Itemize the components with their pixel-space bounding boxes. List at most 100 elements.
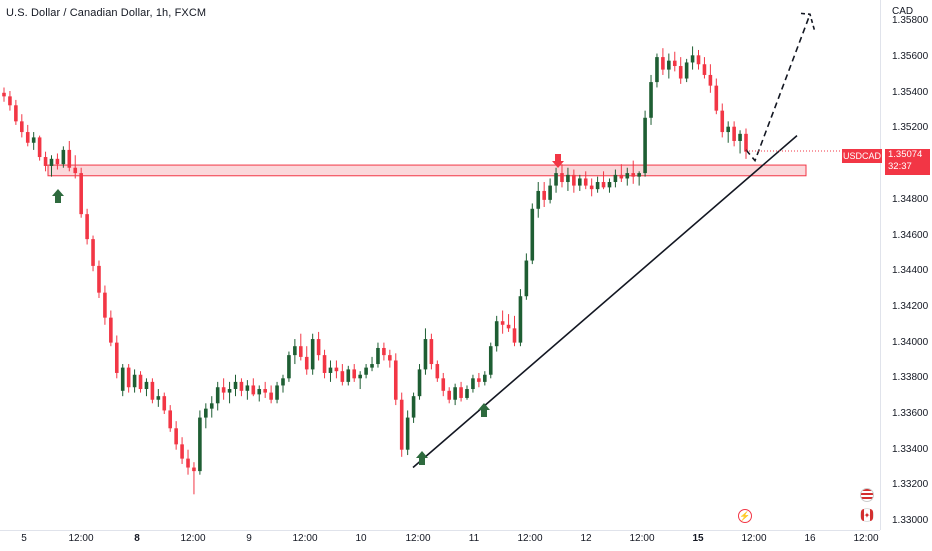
candle-body [370,364,374,368]
candle-body [619,174,624,179]
down-arrow-icon [552,154,564,168]
candle-body [43,157,48,166]
candle-body [494,321,499,347]
candle-body [14,105,18,122]
trendline [412,135,798,469]
price-tick-label: 1.33800 [892,372,929,384]
candle-body [589,185,594,190]
price-tick-label: 1.33000 [892,515,929,527]
price-tick-label: 1.34600 [892,229,929,241]
candle-body [8,96,12,106]
candle-body [275,385,279,400]
price-tick-label: 1.34000 [892,336,929,348]
price-tick-label: 1.35800 [892,15,929,27]
price-tick-label: 1.34800 [892,193,929,205]
candle-body [103,292,107,318]
candle-body [138,374,143,390]
time-tick-label: 5 [21,533,27,544]
time-tick-label: 9 [246,533,252,544]
candle-body [708,74,713,86]
candle-body [595,182,600,190]
last-price-value: 1.35074 [888,149,923,160]
candle-body [61,149,66,165]
candle-body [631,173,636,177]
time-tick-label: 12:00 [180,533,206,544]
candle-body [423,339,428,370]
price-tick-label: 1.35400 [892,86,929,98]
resistance-zone [47,164,807,177]
currency-label: CAD [892,6,914,17]
candle-body [150,381,155,400]
price-axis[interactable] [880,0,932,530]
candle-body [209,403,214,409]
candle-body [477,378,481,382]
candle-body [204,408,208,418]
candle-body [530,208,535,261]
candle-body [358,374,362,379]
candle-body [2,92,6,97]
candle-body [459,387,463,398]
time-tick-label: 12:00 [292,533,318,544]
candle-body [684,62,689,79]
candle-body [560,173,564,183]
candle-body [690,55,695,63]
candle-body [67,149,72,168]
candle-body [577,178,582,186]
candle-body [566,174,570,183]
price-tick-label: 1.35600 [892,51,929,63]
time-axis[interactable] [0,530,880,551]
chart-title: U.S. Dollar / Canadian Dollar, 1h, FXCM [6,7,207,19]
candle-body [49,158,54,166]
chart-area[interactable] [0,0,880,530]
us-flag-icon[interactable] [860,488,874,502]
bar-countdown: 32:37 [888,161,912,172]
time-tick-label: 15 [692,533,704,544]
candle-body [411,396,416,418]
lightning-icon[interactable]: ⚡ [738,509,752,523]
price-tick-label: 1.33200 [892,479,929,491]
candle-body [518,296,523,343]
candle-body [405,417,410,450]
candle-body [601,182,606,188]
candle-body [85,214,89,240]
canada-flag-icon[interactable]: ✦ [860,508,874,522]
candle-body [20,121,24,133]
candle-body [637,173,641,177]
candle-body [696,55,701,65]
candle-body [233,381,238,390]
last-price-badge: 1.35074 32:37 [885,149,930,175]
up-arrow-icon [52,189,64,203]
candle-body [251,385,256,395]
candle-body [97,265,101,293]
candle-body [192,467,196,472]
time-tick-label: 12:00 [629,533,655,544]
candle-body [625,173,630,179]
candle-body [583,178,588,186]
candle-body [732,126,736,141]
candle-body [536,190,541,209]
price-tick-label: 1.35200 [892,122,929,134]
candle-body [643,117,647,174]
candle-body [352,369,357,379]
candle-body [524,260,529,297]
time-tick-label: 12:00 [68,533,94,544]
candle-body [726,126,730,133]
candle-body [483,374,487,382]
candle-body [304,356,309,370]
candle-body [661,57,665,70]
candle-body [382,347,386,356]
candle-body [322,355,327,373]
candle-body [702,64,707,75]
symbol-badge: USDCAD [842,149,882,163]
price-tick-label: 1.34400 [892,265,929,277]
candle-body [744,133,748,152]
candle-body [376,347,380,365]
candle-body [429,339,434,365]
price-tick-label: 1.34200 [892,300,929,312]
candle-body [328,367,333,373]
candle-body [672,60,677,67]
up-arrow-icon [478,403,490,417]
candle-body [227,389,232,393]
chart-canvas[interactable] [0,0,880,530]
candle-body [156,396,161,400]
